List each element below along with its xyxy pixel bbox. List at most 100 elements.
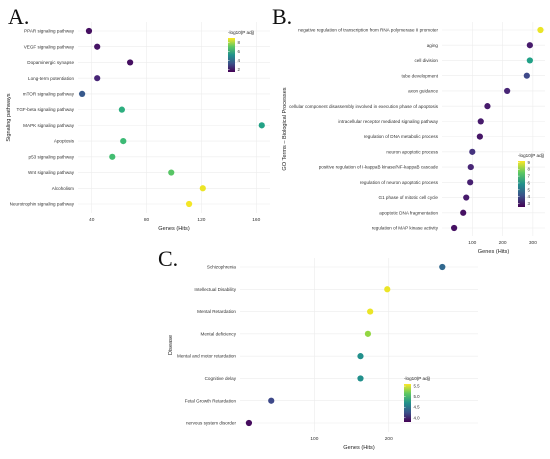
data-point [451, 224, 458, 232]
legend-tick-label: 8 [238, 40, 241, 45]
data-point [460, 209, 467, 216]
y-tick-label: cell division [415, 58, 439, 63]
data-point [85, 27, 93, 35]
x-tick-label: 100 [310, 436, 318, 442]
y-tick-label: Schizophrenia [207, 265, 237, 270]
data-point [469, 148, 476, 155]
x-tick-label: 40 [89, 217, 95, 223]
y-tick-label: Mental Retardation [197, 309, 236, 314]
legend-tick-label: 5 [528, 187, 531, 192]
data-point [109, 153, 116, 160]
data-point [94, 43, 101, 50]
legend-colorbar [518, 161, 525, 207]
legend-tick-label: 4.5 [414, 405, 421, 410]
y-tick-label: positive regulation of I-kappaB kinase/N… [319, 165, 439, 170]
data-point [245, 419, 253, 427]
y-tick-label: tube development [401, 73, 438, 78]
x-tick-label: 100 [468, 240, 476, 246]
y-tick-label: Mental and motor retardation [177, 354, 236, 359]
data-point [384, 286, 391, 293]
x-tick-label: 200 [499, 240, 507, 246]
x-tick-label: 300 [529, 240, 537, 246]
y-axis-title: Disease [168, 335, 174, 355]
legend-tick-label: 7 [528, 174, 531, 179]
y-tick-label: neuron apoptotic process [386, 149, 438, 154]
y-tick-label: Long-term potentiation [28, 76, 74, 81]
legend-tick-label: 4 [528, 194, 531, 199]
x-axis-title: Genes (Hits) [478, 249, 510, 255]
y-axis-title: Signaling pathways [6, 93, 12, 141]
panel-c-disease: C. Schizophrenia Intellectual Disability Me… [158, 246, 478, 451]
legend-title: -log10(P adj) [404, 376, 431, 381]
x-tick-label: 120 [197, 217, 205, 223]
y-tick-label: aging [427, 43, 439, 48]
y-tick-label: Dopaminergic synapse [27, 60, 74, 65]
y-tick-label: regulation of MAP kinase activity [372, 226, 439, 231]
y-tick-label: PPAR signaling pathway [24, 29, 75, 34]
y-tick-label: Wnt signaling pathway [28, 170, 75, 175]
y-tick-label: p53 signaling pathway [29, 154, 75, 159]
data-point [364, 330, 372, 337]
data-point [199, 185, 206, 192]
data-point [357, 353, 364, 360]
panel-a-signaling-pathways: A.PPAR signaling pathway VEGF signaling p… [6, 4, 270, 232]
data-point [523, 72, 530, 79]
y-tick-label: negative regulation of transcription fro… [298, 28, 438, 33]
legend-tick-label: 6 [238, 49, 241, 54]
data-point [79, 90, 86, 98]
y-tick-label: nervous system disorder [186, 421, 237, 426]
y-tick-label: G1 phase of mitotic cell cycle [379, 195, 439, 200]
data-point [168, 169, 175, 176]
legend-tick-label: 5.5 [414, 384, 421, 389]
y-tick-label: Cognitive delay [205, 376, 237, 381]
legend-tick-label: 5.0 [414, 394, 421, 399]
y-tick-label: Fetal Growth Retardation [185, 398, 237, 403]
data-point [467, 179, 474, 186]
y-tick-label: axon guidance [408, 89, 438, 94]
legend-tick-label: 4 [238, 58, 241, 63]
y-tick-label: Intellectual Disability [194, 287, 236, 292]
data-point [476, 133, 483, 140]
y-tick-label: cellular component disassembly involved … [289, 104, 439, 109]
data-point [127, 59, 134, 66]
x-tick-label: 80 [144, 217, 150, 223]
y-tick-label: apoptotic DNA fragmentation [379, 210, 438, 215]
legend-title: -log10(P adj) [228, 30, 255, 35]
panel-letter: B. [272, 4, 292, 29]
panel-b-go-terms: B. negative regulation of transcription f… [272, 4, 545, 255]
panel-letter: C. [158, 246, 178, 271]
legend-tick-label: 9 [528, 160, 531, 165]
legend-tick-label: 6 [528, 180, 531, 185]
panel-letter: A. [8, 4, 29, 29]
data-point [484, 103, 491, 110]
data-point [467, 163, 474, 171]
data-point [526, 57, 533, 64]
data-point [118, 106, 125, 113]
y-tick-label: regulation of DNA metabolic process [364, 134, 439, 139]
data-point [537, 26, 544, 34]
y-tick-label: intracellular receptor mediated signalin… [338, 119, 438, 124]
data-point [185, 200, 193, 208]
y-tick-label: MAPK signaling pathway [23, 123, 75, 128]
x-axis-title: Genes (Hits) [343, 445, 375, 451]
data-point [463, 194, 470, 201]
data-point [268, 397, 275, 404]
legend-tick-label: 3 [528, 201, 531, 206]
y-tick-label: VEGF signaling pathway [24, 44, 75, 49]
y-tick-label: Mental deficiency [201, 331, 237, 336]
y-tick-label: Apoptosis [54, 139, 75, 144]
y-tick-label: mTOR signaling pathway [23, 92, 75, 97]
y-tick-label: TGF-beta signaling pathway [17, 107, 75, 112]
data-point [477, 118, 484, 125]
y-axis-title: GO Terms – Biological Processes [282, 87, 288, 170]
data-point [367, 308, 374, 315]
legend-tick-label: 2 [238, 67, 241, 72]
legend-tick-label: 8 [528, 167, 531, 172]
legend-colorbar [404, 384, 411, 422]
data-point [504, 87, 511, 95]
y-tick-label: Alcoholism [52, 186, 74, 191]
y-tick-label: regulation of neuron apoptotic process [360, 180, 439, 185]
legend-tick-label: 4.0 [414, 415, 421, 420]
y-tick-label: Neurotrophin signaling pathway [10, 202, 75, 207]
data-point [357, 375, 364, 382]
